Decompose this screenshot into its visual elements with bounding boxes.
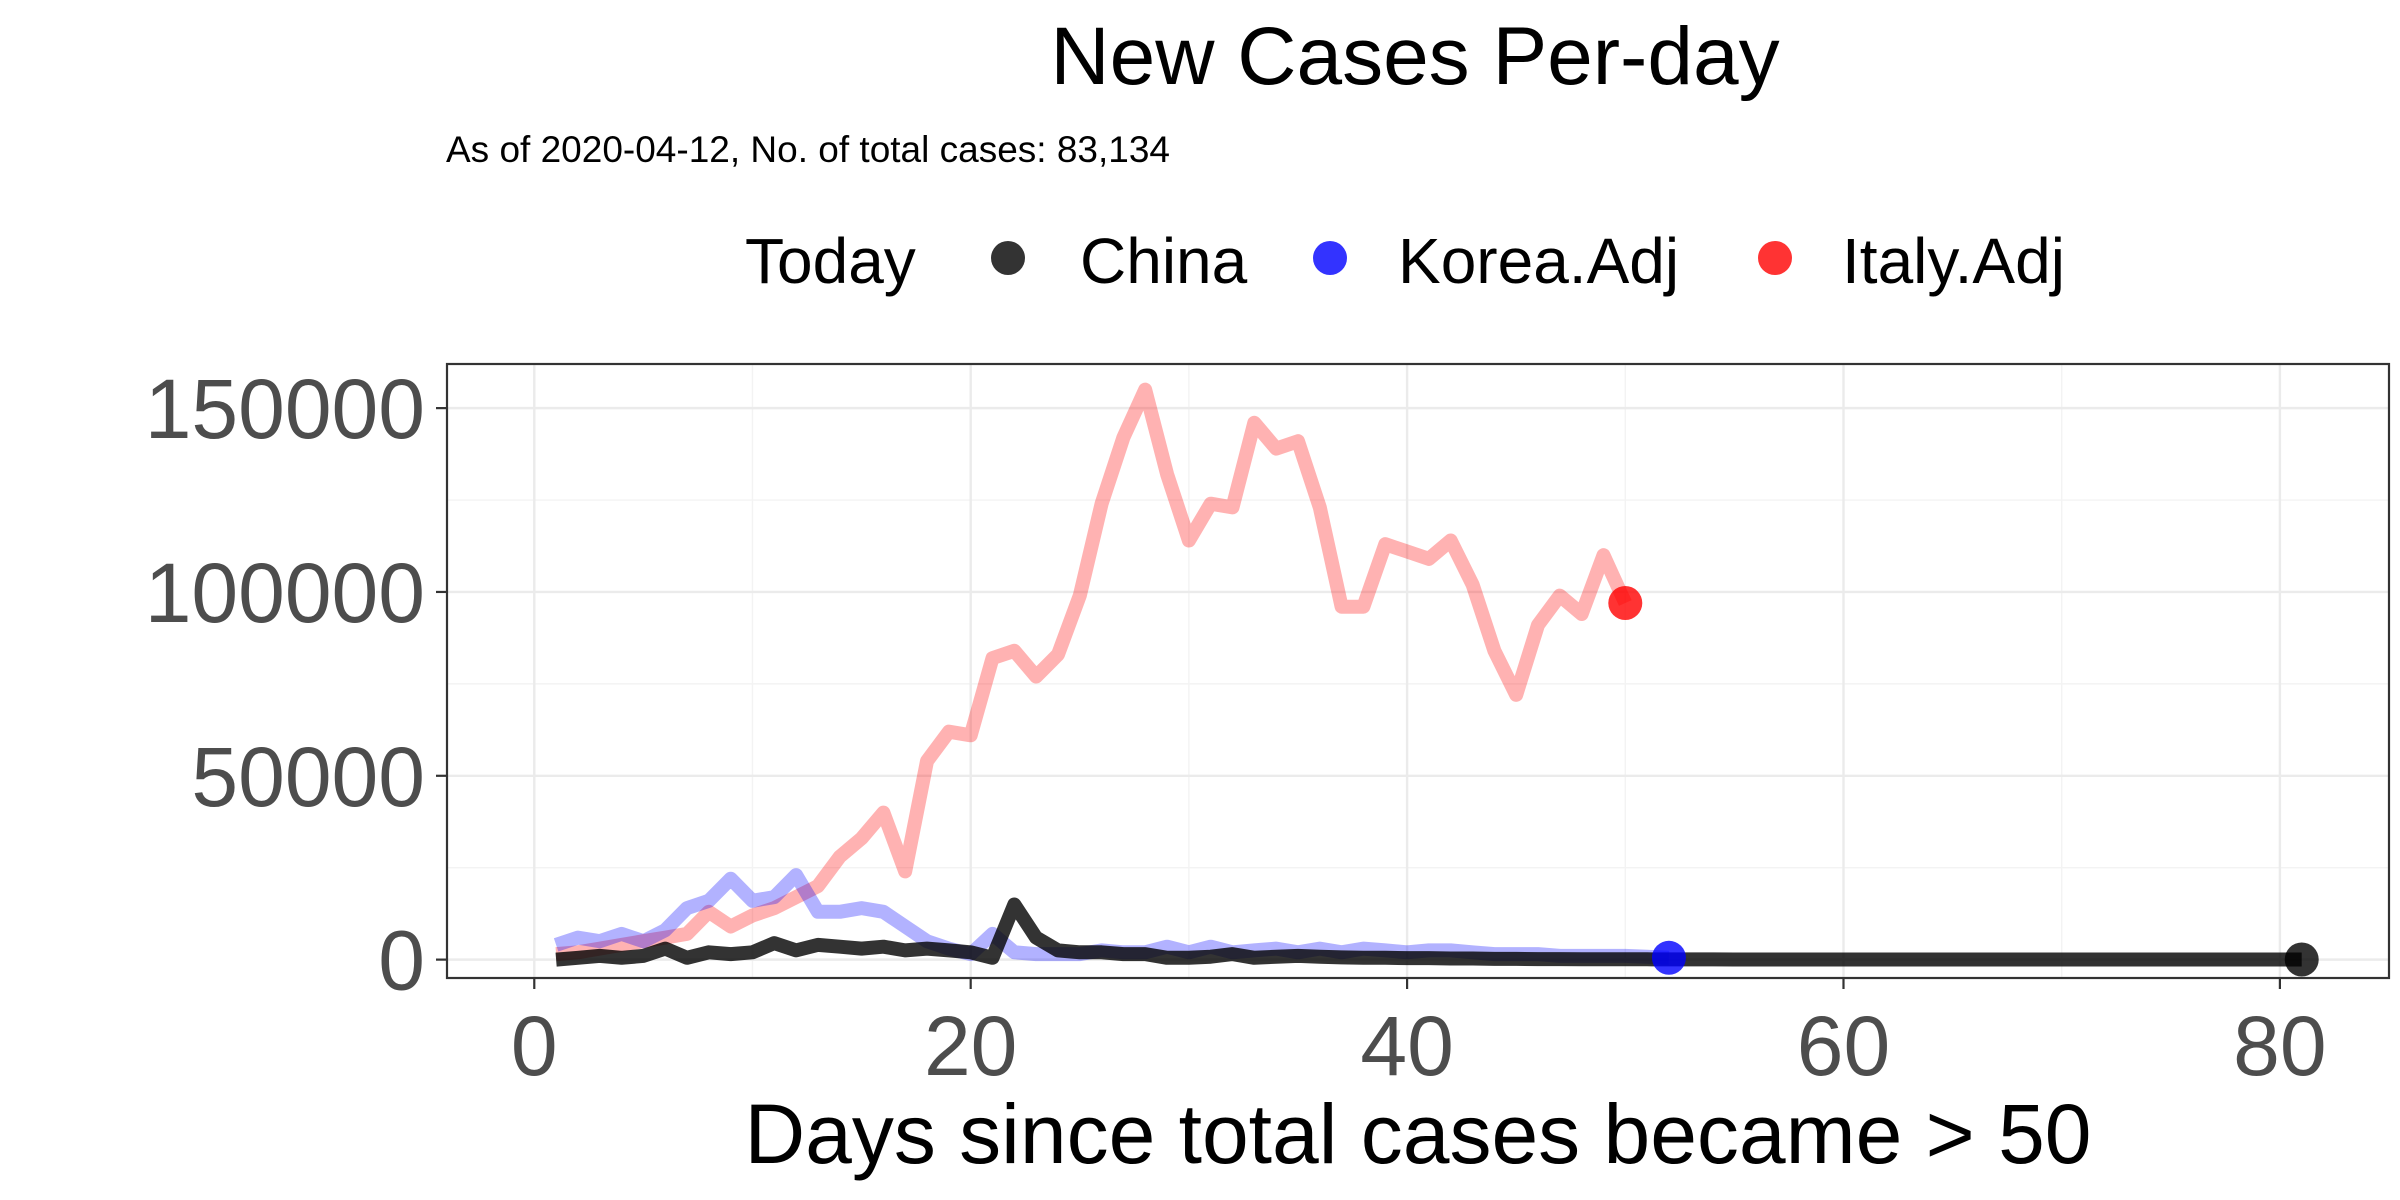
legend-item-italy-adj: Italy.Adj (1758, 225, 2065, 297)
chart-subtitle: As of 2020-04-12, No. of total cases: 83… (446, 129, 1170, 170)
x-tick-label: 40 (1360, 999, 1453, 1093)
legend-label-china: China (1080, 225, 1248, 297)
today-point-italy-adj (1608, 585, 1643, 620)
y-tick-label: 0 (378, 914, 425, 1008)
series-layer (553, 382, 2302, 967)
legend-key-korea-adj (1313, 241, 1347, 275)
legend-label-italy-adj: Italy.Adj (1842, 225, 2065, 297)
x-axis-title: Days since total cases became > 50 (744, 1087, 2091, 1181)
legend-item-china: China (991, 225, 1248, 297)
axes: 0 20 40 60 80 0 50000 100000 150000 (145, 362, 2327, 1093)
chart-title: New Cases Per-day (1050, 11, 1779, 102)
today-point-china (2284, 942, 2319, 977)
x-tick-label: 80 (2233, 999, 2326, 1093)
today-point-korea-adj (1651, 940, 1686, 975)
y-tick-label: 50000 (191, 730, 425, 824)
plot-panel-background (447, 364, 2389, 978)
x-tick-label: 0 (511, 999, 558, 1093)
legend-item-korea-adj: Korea.Adj (1313, 225, 1679, 297)
series-line-italy-adj (555, 382, 1632, 962)
series-line-china (555, 897, 2302, 967)
y-tick-label: 100000 (145, 546, 425, 640)
legend-title: Today (745, 225, 916, 297)
y-tick-label: 150000 (145, 362, 425, 456)
legend-label-korea-adj: Korea.Adj (1398, 225, 1679, 297)
legend: Today China Korea.Adj Italy.Adj (745, 225, 2065, 297)
x-tick-label: 60 (1797, 999, 1890, 1093)
today-points (1608, 585, 2319, 977)
legend-key-china (991, 241, 1025, 275)
plot-panel-border (445, 362, 2391, 980)
legend-key-italy-adj (1758, 241, 1792, 275)
grid (447, 364, 2389, 978)
x-tick-label: 20 (924, 999, 1017, 1093)
